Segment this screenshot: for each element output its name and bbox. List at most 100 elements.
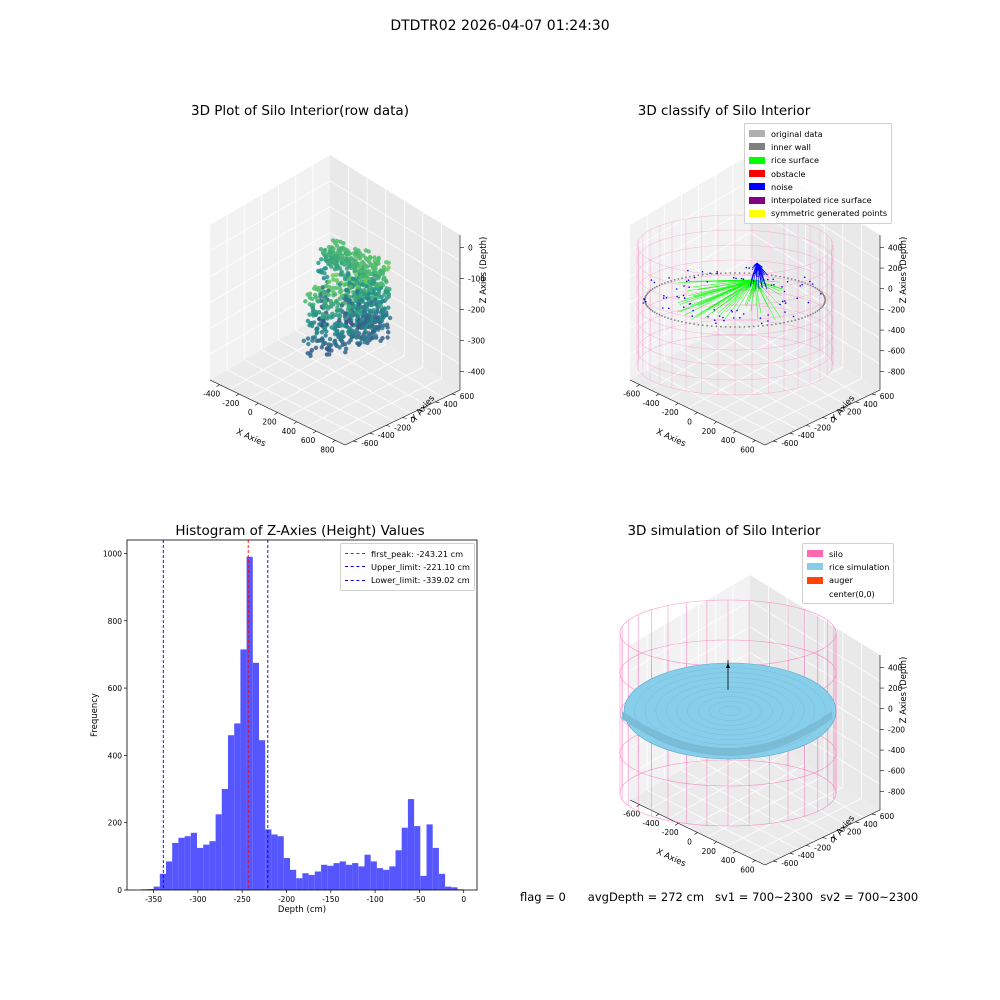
y-tick bbox=[871, 393, 876, 396]
grid-line bbox=[706, 775, 825, 838]
center-marker bbox=[726, 663, 730, 668]
noise-point bbox=[662, 307, 664, 309]
raw-point bbox=[318, 247, 324, 252]
raw-point bbox=[327, 336, 333, 342]
noise-point bbox=[688, 286, 690, 288]
x-tick-label: -50 bbox=[413, 895, 425, 904]
rice-surface-ray bbox=[704, 279, 756, 319]
inner-wall-point bbox=[823, 301, 826, 304]
histogram-legend: first_peak: -243.21 cm Upper_limit: -221… bbox=[340, 543, 475, 591]
raw-point bbox=[375, 316, 380, 321]
rice-mesh bbox=[634, 667, 826, 755]
legend-item: first_peak: -243.21 cm bbox=[345, 547, 470, 560]
raw-point bbox=[339, 293, 345, 299]
raw-point bbox=[377, 299, 382, 304]
raw-point bbox=[386, 305, 391, 310]
noise-point bbox=[730, 309, 733, 312]
grid-line bbox=[715, 329, 848, 407]
inner-wall-point bbox=[645, 304, 648, 307]
x-tick bbox=[694, 832, 698, 835]
z-tick-label: -600 bbox=[888, 347, 905, 356]
y-tick bbox=[871, 813, 876, 816]
grid-line bbox=[629, 232, 881, 313]
noise-ray bbox=[756, 262, 766, 276]
z-tick-label: -400 bbox=[888, 746, 905, 755]
noise-point bbox=[675, 288, 678, 290]
grid-line bbox=[646, 369, 782, 438]
classify-legend: original data inner wall rice surface ob… bbox=[744, 123, 893, 225]
raw-point bbox=[344, 320, 349, 325]
x-tick bbox=[216, 384, 220, 387]
grid-line bbox=[745, 798, 862, 857]
noise-point bbox=[809, 280, 811, 283]
histogram-bar bbox=[197, 847, 204, 890]
z-tick-label: -300 bbox=[468, 336, 485, 345]
inner-wall-point bbox=[770, 323, 773, 326]
rice-mesh-ring bbox=[676, 686, 784, 736]
y-tick-label: 400 bbox=[108, 751, 123, 760]
noise-point bbox=[707, 316, 709, 318]
noise-point bbox=[714, 319, 716, 321]
noise-point bbox=[782, 300, 784, 303]
grid-line bbox=[278, 339, 411, 414]
raw-point bbox=[343, 350, 348, 355]
raw-point bbox=[344, 287, 350, 293]
raw-point bbox=[332, 332, 338, 337]
raw-point bbox=[314, 326, 319, 331]
histogram-bar bbox=[221, 789, 228, 890]
z-tick-label: -100 bbox=[468, 274, 485, 283]
inner-wall-point bbox=[693, 275, 695, 277]
raw-plot-title: 3D Plot of Silo Interior(row data) bbox=[191, 103, 409, 119]
raw-point bbox=[368, 308, 373, 313]
rice-surface-ray bbox=[734, 279, 756, 314]
inner-wall-point bbox=[677, 278, 680, 280]
grid-line bbox=[698, 759, 831, 834]
raw-point bbox=[365, 257, 370, 262]
classify-3d-plot: -600-400-2000200400600-600-400-200020040… bbox=[623, 155, 909, 454]
silo-ring bbox=[619, 759, 837, 827]
raw-point bbox=[356, 306, 361, 311]
grid-line bbox=[229, 321, 349, 390]
x-tick-label: -600 bbox=[623, 390, 640, 399]
raw-point bbox=[313, 284, 318, 289]
raw-point bbox=[353, 271, 359, 277]
depth-histogram: -350 -300 -250 -200 -150 -100 -50 0 0 200 400 600 80… bbox=[90, 539, 478, 915]
inner-wall-point bbox=[812, 285, 814, 288]
raw-point bbox=[340, 342, 345, 347]
legend-swatch bbox=[749, 209, 765, 217]
flag-value: flag = 0 bbox=[520, 890, 566, 904]
grid-line bbox=[706, 355, 825, 418]
x-axis-label: Depth (cm) bbox=[278, 905, 326, 915]
legend-line bbox=[345, 579, 365, 581]
inner-wall-point bbox=[824, 299, 827, 301]
rice-surface-ray bbox=[697, 279, 756, 291]
raw-point bbox=[316, 338, 321, 343]
raw-point bbox=[331, 293, 336, 298]
silo-ring bbox=[636, 334, 834, 396]
x-tick-label: 400 bbox=[721, 436, 736, 445]
x-tick bbox=[655, 393, 660, 397]
raw-point bbox=[347, 251, 352, 256]
noise-point bbox=[642, 302, 645, 304]
raw-point bbox=[378, 270, 383, 276]
x-tick bbox=[732, 430, 737, 434]
raw-point bbox=[362, 262, 367, 267]
histogram-bar bbox=[240, 649, 247, 890]
raw-point bbox=[328, 343, 334, 348]
inner-wall-point bbox=[647, 306, 649, 308]
noise-point bbox=[786, 280, 789, 283]
y-tick-label: 0 bbox=[117, 886, 122, 895]
raw-point bbox=[307, 295, 312, 300]
raw-point bbox=[319, 257, 324, 262]
histogram-bar bbox=[314, 871, 321, 890]
inner-wall-point bbox=[656, 285, 658, 288]
raw-point bbox=[381, 323, 386, 328]
x-tick-label: -400 bbox=[203, 390, 220, 399]
raw-point bbox=[321, 318, 326, 323]
y-tick bbox=[369, 432, 374, 435]
raw-point bbox=[355, 325, 361, 330]
raw-point bbox=[306, 341, 311, 347]
noise-point bbox=[731, 311, 733, 313]
legend-line bbox=[345, 566, 365, 568]
raw-point bbox=[317, 322, 322, 327]
